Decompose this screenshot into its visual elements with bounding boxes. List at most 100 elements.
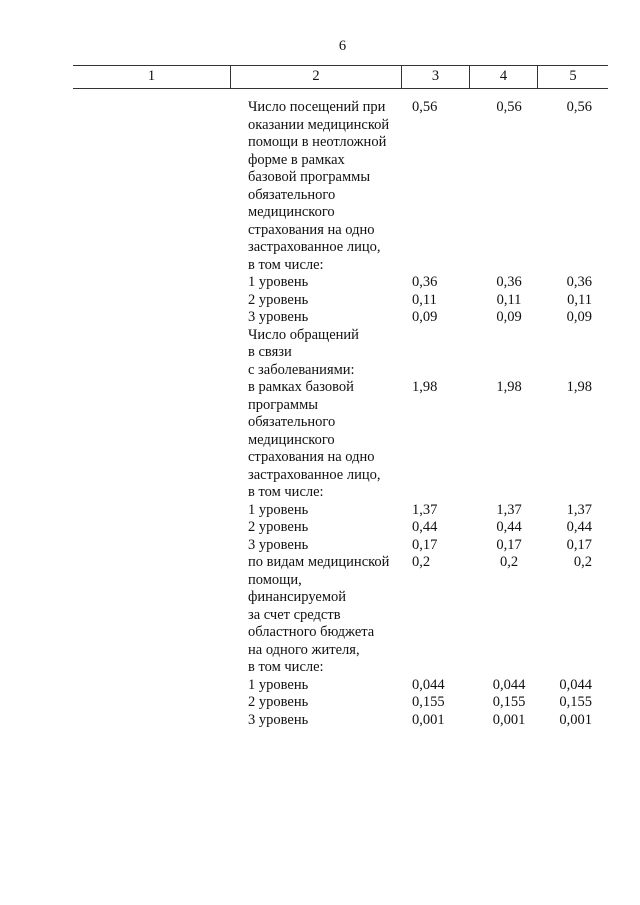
table-row: 1 уровень 0,044 0,044 0,044 bbox=[0, 677, 640, 695]
value-col-3: 0,001 bbox=[412, 711, 445, 728]
value-col-3: 0,17 bbox=[412, 536, 438, 553]
row-label: базовой программы bbox=[248, 169, 371, 185]
row-label: 3 уровень bbox=[248, 309, 309, 325]
page-number: 6 bbox=[338, 38, 347, 54]
table-row: в том числе: bbox=[0, 659, 640, 677]
table-row: с заболеваниями: bbox=[0, 362, 640, 380]
value-col-5: 0,17 bbox=[566, 536, 592, 553]
row-label: областного бюджета bbox=[248, 624, 375, 640]
value-col-5: 0,09 bbox=[566, 309, 592, 325]
table-row: 3 уровень 0,09 0,09 0,09 bbox=[0, 309, 640, 327]
table-row: финансируемой bbox=[0, 589, 640, 607]
table-row: застрахованное лицо, bbox=[0, 467, 640, 485]
table-row: базовой программы bbox=[0, 169, 640, 187]
column-header-3: 3 bbox=[402, 66, 470, 88]
value-col-5: 0,001 bbox=[559, 711, 592, 728]
value-col-5: 0,155 bbox=[559, 694, 592, 710]
row-label: обязательного bbox=[248, 186, 336, 203]
row-label: застрахованное лицо, bbox=[248, 239, 381, 255]
table-row: форме в рамках bbox=[0, 152, 640, 170]
row-label: 1 уровень bbox=[248, 274, 309, 290]
row-label: оказании медицинской bbox=[248, 116, 390, 133]
row-label: обязательного bbox=[248, 414, 336, 430]
table-row: в том числе: bbox=[0, 484, 640, 502]
row-label: помощи, bbox=[248, 571, 302, 588]
table-row: в том числе: bbox=[0, 257, 640, 275]
row-label: в том числе: bbox=[248, 256, 324, 273]
value-col-4: 0,11 bbox=[496, 291, 522, 308]
row-label: страхования на одно bbox=[248, 449, 375, 465]
table-row: застрахованное лицо, bbox=[0, 239, 640, 257]
row-label: за счет средств bbox=[248, 606, 341, 623]
value-col-5: 0,11 bbox=[567, 291, 592, 308]
table-header: 1 2 3 4 5 bbox=[73, 65, 608, 89]
value-col-3: 1,37 bbox=[412, 501, 438, 518]
row-label: Число обращений bbox=[248, 326, 359, 343]
row-label: 2 уровень bbox=[248, 291, 309, 308]
value-col-3: 0,155 bbox=[412, 694, 445, 710]
value-col-4: 0,44 bbox=[496, 519, 522, 535]
table-row: программы bbox=[0, 397, 640, 415]
table-row: 2 уровень 0,11 0,11 0,11 bbox=[0, 292, 640, 310]
table-row: медицинского bbox=[0, 432, 640, 450]
table-row: 2 уровень 0,44 0,44 0,44 bbox=[0, 519, 640, 537]
row-label: в связи bbox=[248, 344, 292, 360]
value-col-4: 1,37 bbox=[496, 501, 522, 518]
table-row: Число посещений при 0,56 0,56 0,56 bbox=[0, 99, 640, 117]
value-col-4: 0,36 bbox=[496, 274, 522, 290]
table-row: Число обращений bbox=[0, 327, 640, 345]
row-label: финансируемой bbox=[248, 589, 347, 605]
table-row: в связи bbox=[0, 344, 640, 362]
table-row: 1 уровень 1,37 1,37 1,37 bbox=[0, 502, 640, 520]
value-col-4: 0,09 bbox=[496, 309, 522, 325]
row-label: страхования на одно bbox=[248, 221, 375, 238]
value-col-5: 0,36 bbox=[566, 274, 592, 290]
value-col-4: 0,044 bbox=[492, 676, 526, 693]
value-col-3: 0,2 bbox=[412, 554, 431, 570]
table-row: оказании медицинской bbox=[0, 117, 640, 135]
value-col-3: 0,36 bbox=[412, 274, 438, 290]
row-label: с заболеваниями: bbox=[248, 361, 355, 378]
value-col-4: 0,001 bbox=[492, 711, 526, 728]
table-row: по видам медицинской 0,2 0,2 0,2 bbox=[0, 554, 640, 572]
value-col-5: 1,98 bbox=[566, 379, 592, 395]
value-col-3: 0,044 bbox=[412, 676, 445, 693]
row-label: на одного жителя, bbox=[248, 641, 360, 658]
value-col-3: 0,09 bbox=[412, 309, 438, 325]
table-row: за счет средств bbox=[0, 607, 640, 625]
row-label: 1 уровень bbox=[248, 501, 309, 518]
value-col-5: 0,044 bbox=[559, 676, 592, 693]
row-label: 2 уровень bbox=[248, 519, 309, 535]
row-label: по видам медицинской bbox=[248, 554, 390, 570]
value-col-3: 1,98 bbox=[412, 379, 438, 395]
table-row: помощи в неотложной bbox=[0, 134, 640, 152]
value-col-3: 0,44 bbox=[412, 519, 438, 535]
table-row: страхования на одно bbox=[0, 449, 640, 467]
value-col-5: 0,44 bbox=[566, 519, 592, 535]
value-col-4: 0,17 bbox=[496, 536, 522, 553]
table-row: 3 уровень 0,001 0,001 0,001 bbox=[0, 712, 640, 730]
row-label: 1 уровень bbox=[248, 676, 309, 693]
table-row: медицинского bbox=[0, 204, 640, 222]
value-col-3: 0,56 bbox=[412, 99, 438, 115]
table-row: страхования на одно bbox=[0, 222, 640, 240]
row-label: 3 уровень bbox=[248, 536, 309, 553]
column-header-1: 1 bbox=[73, 66, 231, 88]
row-label: в том числе: bbox=[248, 484, 324, 500]
column-header-4: 4 bbox=[470, 66, 538, 88]
table-row: помощи, bbox=[0, 572, 640, 590]
row-label: форме в рамках bbox=[248, 151, 345, 168]
row-label: 2 уровень bbox=[248, 694, 309, 710]
value-col-5: 0,56 bbox=[566, 99, 592, 115]
table-body: Число посещений при 0,56 0,56 0,56 оказании … bbox=[0, 99, 640, 729]
row-label: застрахованное лицо, bbox=[248, 466, 381, 483]
value-col-4: 0,56 bbox=[496, 99, 522, 115]
row-label: помощи в неотложной bbox=[248, 134, 387, 150]
value-col-4: 0,2 bbox=[499, 554, 519, 570]
table-row: областного бюджета bbox=[0, 624, 640, 642]
table-row: 2 уровень 0,155 0,155 0,155 bbox=[0, 694, 640, 712]
row-label: медицинского bbox=[248, 204, 335, 220]
row-label: в рамках базовой bbox=[248, 379, 354, 395]
table-row: обязательного bbox=[0, 187, 640, 205]
table-row: 3 уровень 0,17 0,17 0,17 bbox=[0, 537, 640, 555]
